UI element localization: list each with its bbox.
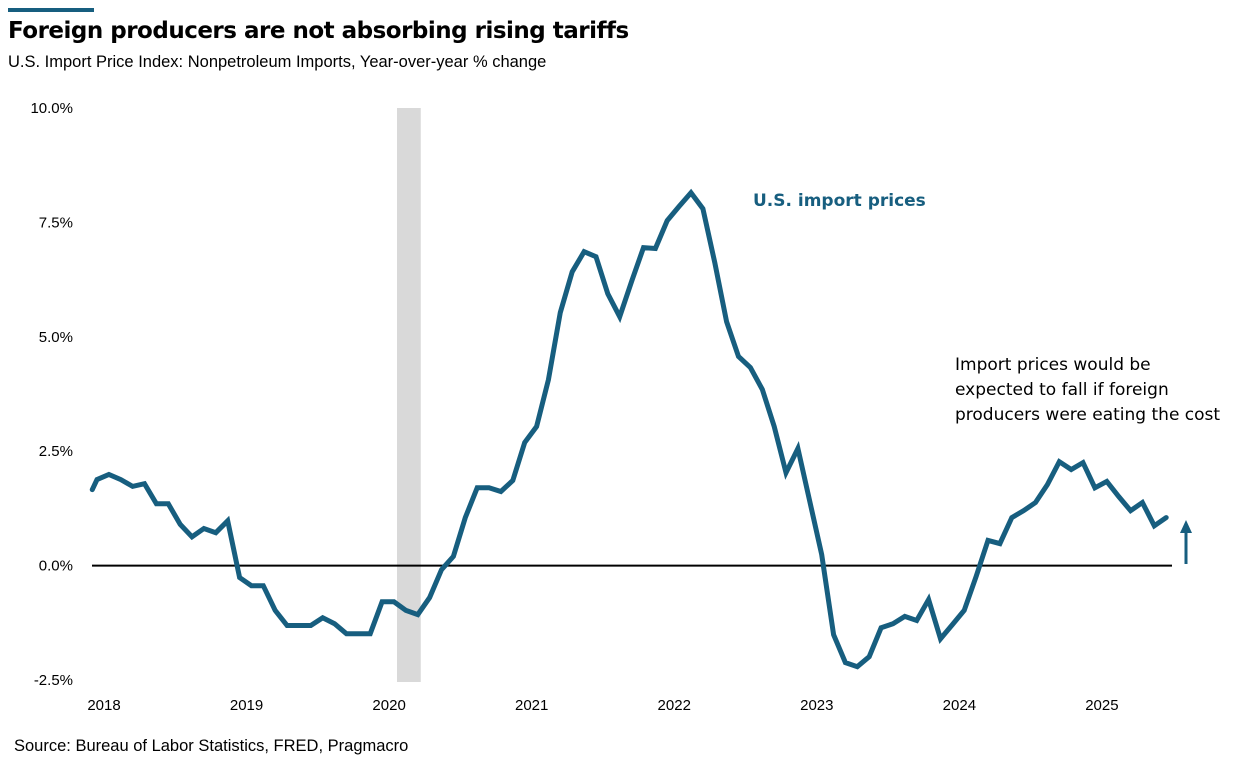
x-tick-label: 2020: [372, 697, 405, 714]
y-tick-label: 5.0%: [39, 329, 73, 346]
annotation-line-2: expected to fall if foreign: [955, 380, 1169, 400]
series-label: U.S. import prices: [753, 191, 926, 211]
x-tick-label: 2019: [230, 697, 263, 714]
recession-shade: [397, 108, 421, 682]
x-tick-label: 2025: [1085, 697, 1118, 714]
chart-subtitle: U.S. Import Price Index: Nonpetroleum Im…: [8, 53, 547, 71]
source-note: Source: Bureau of Labor Statistics, FRED…: [14, 737, 409, 755]
x-tick-label: 2022: [658, 697, 691, 714]
y-tick-label: 0.0%: [39, 558, 73, 575]
x-tick-label: 2023: [800, 697, 833, 714]
y-tick-label: 7.5%: [39, 214, 73, 231]
chart-title: Foreign producers are not absorbing risi…: [8, 18, 629, 44]
y-tick-label: 2.5%: [39, 443, 73, 460]
y-tick-label: -2.5%: [34, 672, 73, 689]
up-arrow-icon: [1180, 520, 1192, 564]
annotation-line-1: Import prices would be: [955, 355, 1151, 375]
annotation-line-3: producers were eating the cost: [955, 405, 1220, 425]
y-tick-label: 10.0%: [30, 100, 73, 117]
x-tick-label: 2024: [943, 697, 976, 714]
x-tick-label: 2018: [87, 697, 120, 714]
x-tick-label: 2021: [515, 697, 548, 714]
title-accent-bar: [8, 8, 94, 12]
series-line-us-import-prices: [89, 188, 1169, 670]
